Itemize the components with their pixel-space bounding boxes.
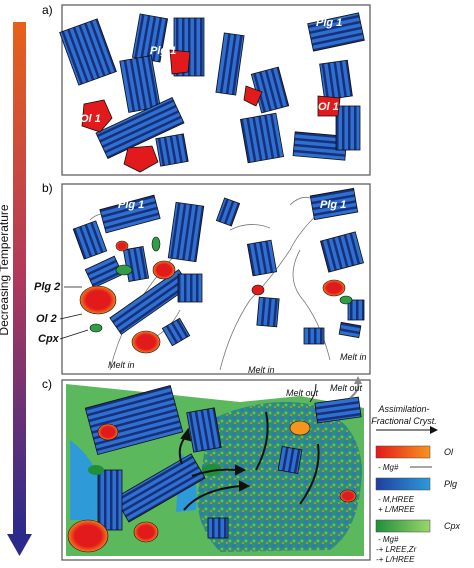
panel-b-melt-in-right: Melt in <box>340 352 367 362</box>
panel-b-melt-in-mid: Melt in <box>248 365 275 375</box>
panel-c-melt-out-left: Melt out <box>286 388 319 398</box>
legend-cpx-note3: -+ L/HREE <box>376 555 415 564</box>
panel-b-ol2-label: Ol 2 <box>36 313 57 325</box>
legend-ol-note1: - Mg# <box>378 463 399 472</box>
temperature-label: Decreasing Temperature <box>0 204 11 336</box>
panel-b-letter: b) <box>42 181 53 195</box>
panel-a-plg1-left: Plg 1 <box>150 45 176 57</box>
panel-a-ol1-right: Ol 1 <box>318 101 339 113</box>
legend-plg-name: Plg <box>444 479 457 489</box>
panel-a-ol1-left: Ol 1 <box>80 113 101 125</box>
panel-b-pointer-lines <box>59 286 89 340</box>
legend-ol-name: Ol <box>444 447 454 457</box>
legend-title-line1: Assimilation- <box>377 404 429 414</box>
panel-b-plg2-label: Plg 2 <box>34 281 60 293</box>
panel-b-cpx-label: Cpx <box>38 333 60 345</box>
panel-a-letter: a) <box>42 3 53 17</box>
legend-cpx-note2: -+ LREE,Zr <box>376 545 417 554</box>
temperature-arrow <box>7 22 32 556</box>
panel-b-plg1-right: Plg 1 <box>320 199 346 211</box>
panel-b-crystals <box>72 187 365 354</box>
panel-b-melt-in-left: Melt in <box>108 360 135 370</box>
legend-plg-note1: - M,HREE <box>378 495 415 504</box>
legend-cpx-note1: - Mg# <box>378 535 399 544</box>
legend-plg-swatch <box>375 477 431 491</box>
panel-c-crystals <box>67 384 362 553</box>
legend: Assimilation- Fractional Cryst. Ol - Mg#… <box>371 404 460 564</box>
legend-cpx-name: Cpx <box>444 521 461 531</box>
panel-a-plg1-right: Plg 1 <box>316 17 342 29</box>
legend-ol-swatch <box>375 445 431 459</box>
panel-b-plg1-left: Plg 1 <box>118 199 144 211</box>
panel-c-flow-arrows <box>178 376 362 511</box>
panel-c-melt-out-right: Melt out <box>330 383 363 393</box>
legend-cpx-swatch <box>375 519 431 533</box>
panel-c-letter: c) <box>42 377 52 391</box>
panel-a-crystals <box>59 12 365 173</box>
legend-title-line2: Fractional Cryst. <box>371 416 437 426</box>
legend-plg-note2: + L/MREE <box>378 505 415 514</box>
